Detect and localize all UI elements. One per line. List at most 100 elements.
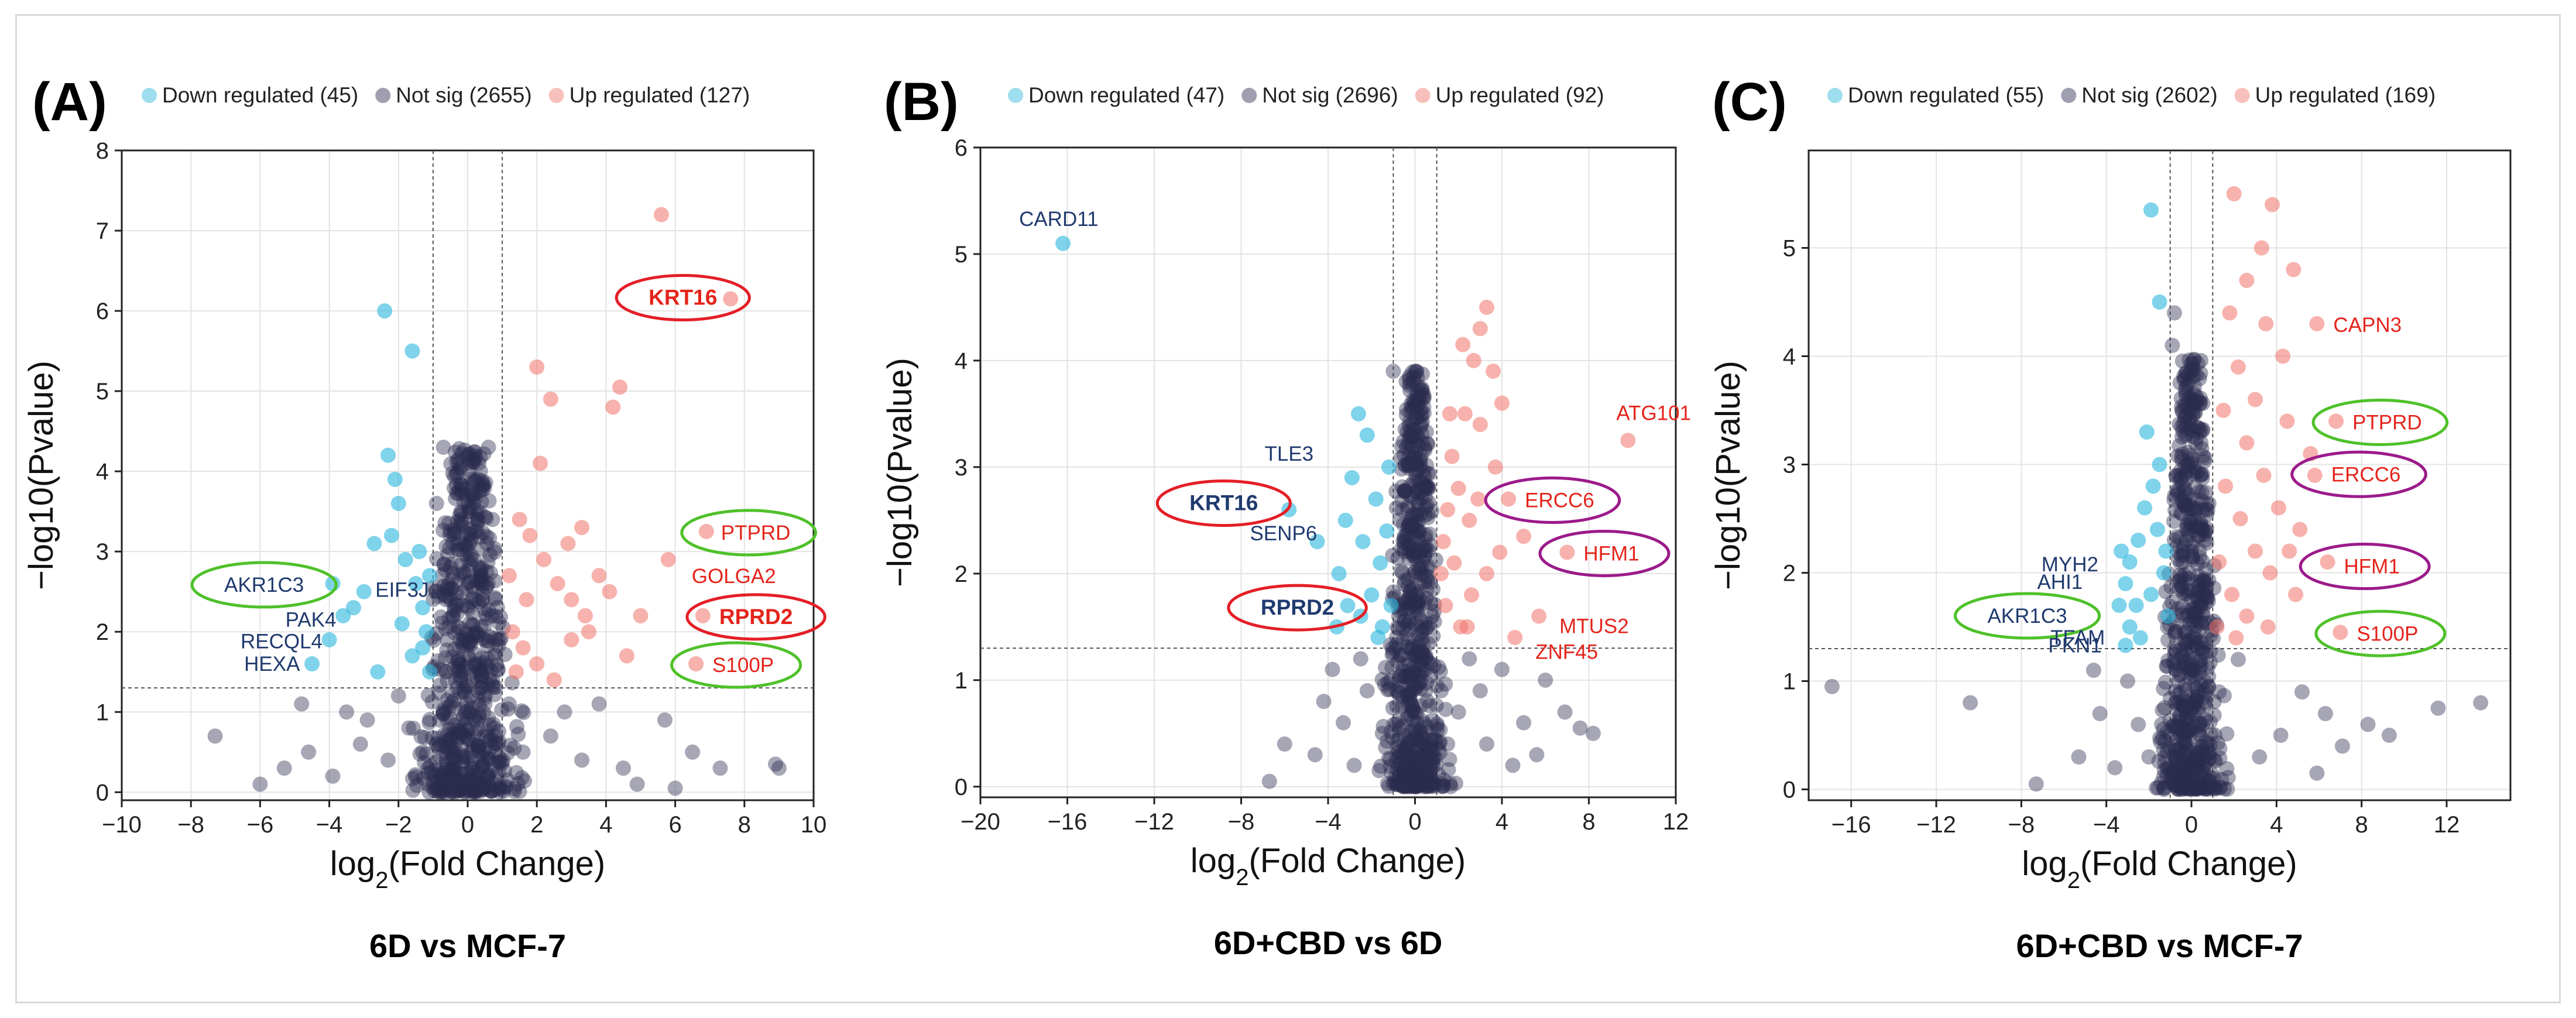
y-tick-label: 2	[955, 561, 968, 587]
point-notsig	[2180, 776, 2196, 792]
point-notsig	[2191, 371, 2207, 386]
point-notsig	[2172, 767, 2188, 783]
point-notsig	[2193, 466, 2209, 482]
point-notsig	[2166, 305, 2182, 321]
point-notsig	[2176, 567, 2192, 583]
point-up	[1464, 587, 1480, 603]
point-notsig	[1406, 373, 1422, 389]
point-notsig	[419, 776, 434, 791]
point-down	[404, 343, 420, 359]
point-up	[2228, 630, 2244, 646]
point-notsig	[1380, 674, 1396, 690]
point-notsig	[2167, 503, 2183, 519]
point-notsig	[2196, 454, 2212, 469]
point-notsig	[2170, 544, 2186, 560]
point-notsig	[1409, 705, 1425, 721]
point-notsig	[450, 653, 466, 669]
point-notsig	[2194, 522, 2210, 537]
point-notsig	[2200, 660, 2215, 676]
point-notsig	[1408, 599, 1424, 615]
point-notsig	[480, 767, 496, 783]
point-notsig	[2174, 756, 2190, 772]
y-tick-label: 8	[96, 138, 109, 164]
point-notsig	[445, 608, 461, 623]
point-notsig	[1398, 770, 1414, 786]
point-notsig	[2141, 749, 2157, 765]
point-notsig	[429, 551, 445, 567]
point-notsig	[2170, 722, 2186, 738]
point-notsig	[469, 763, 485, 779]
point-down	[415, 640, 431, 656]
point-notsig	[1421, 778, 1437, 794]
point-notsig	[1421, 466, 1437, 482]
x-tick-label: −12	[1916, 812, 1956, 838]
point-up	[508, 664, 524, 680]
legend-entry-up: Up regulated (127)	[570, 83, 750, 107]
point-notsig	[454, 747, 470, 763]
point-notsig	[462, 526, 478, 541]
point-notsig	[506, 783, 522, 799]
point-notsig	[475, 758, 491, 774]
point-notsig	[2197, 450, 2213, 466]
legend: Down regulated (45) Not sig (2655) Up regu…	[142, 83, 750, 107]
point-notsig	[1403, 707, 1419, 722]
gene-labels: CAPN3PTPRDERCC6HFM1S100PMYH2AHI1AKR1C3TF…	[1953, 314, 2449, 657]
point-notsig	[2180, 634, 2196, 650]
point-notsig	[2191, 589, 2207, 605]
point-notsig	[2177, 700, 2193, 716]
point-notsig	[479, 771, 495, 787]
point-notsig	[767, 756, 783, 772]
point-notsig	[515, 744, 531, 760]
point-down	[335, 608, 351, 623]
point-notsig	[1412, 481, 1428, 496]
point-notsig	[2158, 584, 2174, 599]
gene-label-eif3j: EIF3J	[375, 578, 428, 601]
gene-label-golga2: GOLGA2	[692, 565, 776, 588]
point-notsig	[2194, 739, 2210, 755]
point-notsig	[1406, 450, 1422, 466]
point-notsig	[1411, 746, 1427, 762]
point-notsig	[2197, 587, 2213, 603]
point-notsig	[454, 712, 470, 728]
point-notsig	[2178, 781, 2194, 797]
point-notsig	[486, 630, 502, 646]
point-notsig	[1424, 773, 1440, 789]
point-notsig	[2174, 760, 2190, 776]
point-notsig	[2184, 549, 2200, 565]
point-notsig	[467, 657, 483, 673]
point-notsig	[1419, 762, 1435, 778]
point-notsig	[465, 454, 481, 469]
point-notsig	[276, 760, 292, 776]
point-notsig	[469, 516, 485, 532]
point-notsig	[1410, 392, 1426, 407]
point-notsig	[1261, 773, 1277, 789]
point-notsig	[1397, 421, 1413, 437]
point-notsig	[2166, 717, 2182, 733]
point-notsig	[2193, 516, 2209, 532]
point-notsig	[461, 536, 477, 552]
legend-entry-up: Up regulated (169)	[2255, 83, 2436, 107]
point-notsig	[1409, 751, 1425, 767]
point-notsig	[451, 571, 467, 587]
point-notsig	[1402, 369, 1418, 385]
point-notsig	[2187, 669, 2203, 685]
point-notsig	[438, 746, 454, 762]
point-notsig	[401, 720, 417, 736]
point-notsig	[437, 726, 452, 742]
point-notsig	[2192, 576, 2208, 592]
point-notsig	[2201, 782, 2217, 797]
point-notsig	[2197, 758, 2213, 774]
point-notsig	[434, 766, 450, 782]
point-notsig	[462, 504, 478, 520]
point-notsig	[497, 647, 513, 663]
point-notsig	[444, 732, 459, 748]
gene-label-hexa: HEXA	[244, 653, 300, 676]
point-notsig	[1400, 617, 1415, 633]
point-notsig	[472, 680, 488, 695]
point-notsig	[2210, 647, 2226, 663]
point-notsig	[1408, 650, 1424, 666]
point-notsig	[474, 560, 490, 576]
point-notsig	[1442, 752, 1457, 767]
point-notsig	[435, 703, 451, 719]
y-tick-label: 6	[955, 135, 968, 161]
